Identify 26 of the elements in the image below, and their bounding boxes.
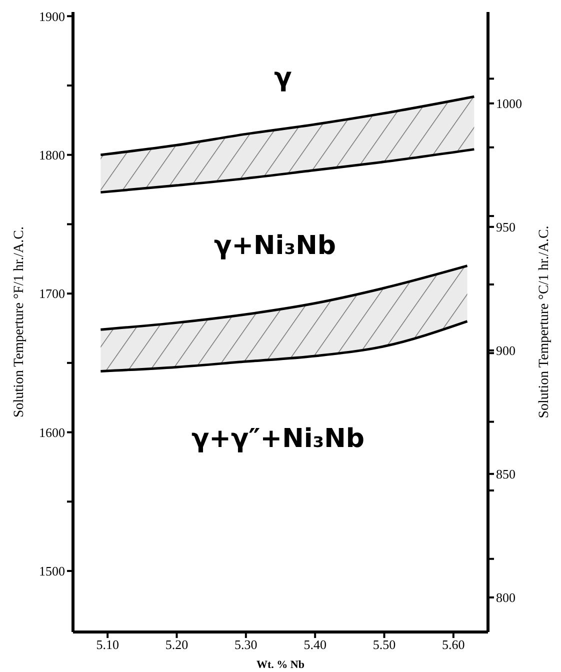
annotation: γ+Ni₃Nb <box>214 231 336 261</box>
x-axis-title: Wt. % Nb <box>256 659 304 671</box>
annotation: γ <box>274 63 292 93</box>
y-tick-label: 1900 <box>39 8 65 24</box>
y-tick-label: 1600 <box>39 424 65 440</box>
y2-tick-label: 800 <box>496 590 516 606</box>
x-tick-label: 5.10 <box>96 637 119 652</box>
y-axis-title: Solution Temperture °F/1 hr./A.C. <box>12 226 27 418</box>
x-tick-label: 5.50 <box>372 637 396 652</box>
line-series <box>99 95 476 156</box>
annotation: γ+γ″+Ni₃Nb <box>191 424 365 454</box>
y2-axis-title: Solution Temperture °C/1 hr./A.C. <box>536 226 552 418</box>
x-tick-label: 5.20 <box>165 637 188 652</box>
y-tick-label: 1800 <box>39 147 65 162</box>
x-tick-label: 5.30 <box>234 637 258 652</box>
y2-tick-label: 850 <box>496 466 516 482</box>
y2-tick-label: 900 <box>496 343 516 358</box>
y-tick-label: 1700 <box>39 286 65 302</box>
y2-tick-label: 1000 <box>496 96 522 112</box>
x-tick-label: 5.40 <box>304 637 326 652</box>
line-series <box>99 320 468 372</box>
line-series <box>99 148 476 194</box>
line-series <box>99 264 468 331</box>
y2-tick-label: 950 <box>496 220 516 235</box>
x-tick-label: 5.60 <box>442 637 465 652</box>
y-tick-label: 1500 <box>39 564 65 579</box>
